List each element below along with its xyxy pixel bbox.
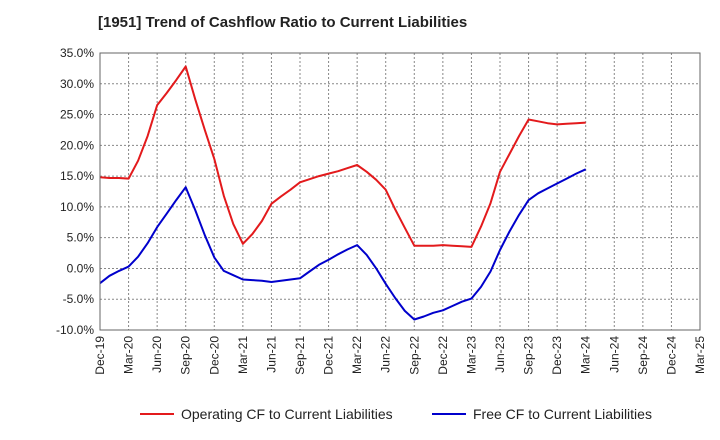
x-tick-label: Sep-21 (293, 336, 307, 375)
x-tick-label: Dec-21 (322, 336, 336, 375)
series-layer (99, 65, 587, 321)
x-tick-label: Dec-22 (436, 336, 450, 375)
x-tick-label: Mar-25 (693, 336, 707, 374)
x-tick-label: Dec-23 (550, 336, 564, 375)
series-line-1 (99, 168, 587, 321)
x-tick-label: Dec-24 (664, 336, 678, 375)
y-tick-label: 0.0% (67, 261, 95, 275)
grid-layer (99, 52, 701, 331)
x-tick-label: Mar-24 (579, 336, 593, 374)
legend-label-0: Operating CF to Current Liabilities (181, 406, 393, 422)
series-line-0 (99, 65, 586, 248)
y-tick-label: -10.0% (56, 323, 94, 337)
y-tick-label: 10.0% (60, 200, 94, 214)
x-tick-label: Jun-23 (493, 336, 507, 373)
plot-frame (99, 52, 701, 331)
y-tick-label: 30.0% (60, 77, 94, 91)
chart-title: [1951] Trend of Cashflow Ratio to Curren… (98, 14, 468, 31)
x-tick-label: Mar-22 (350, 336, 364, 374)
legend: Operating CF to Current Liabilities Free … (140, 406, 652, 422)
x-tick-label: Sep-22 (407, 336, 421, 375)
y-tick-label: 20.0% (60, 138, 94, 152)
x-tick-label: Mar-20 (122, 336, 136, 374)
legend-label-1: Free CF to Current Liabilities (473, 406, 652, 422)
x-tick-label: Sep-23 (522, 336, 536, 375)
x-axis: Dec-19 Mar-20 Jun-20 Sep-20 Dec-20 Mar-21 Jun-… (93, 336, 707, 375)
y-tick-label: 5.0% (67, 231, 95, 245)
x-tick-label: Dec-20 (207, 336, 221, 375)
x-tick-label: Jun-21 (264, 336, 278, 373)
y-tick-label: 25.0% (60, 108, 94, 122)
x-tick-label: Jun-20 (150, 336, 164, 373)
x-tick-label: Mar-23 (464, 336, 478, 374)
x-tick-label: Sep-24 (636, 336, 650, 375)
x-tick-label: Dec-19 (93, 336, 107, 375)
y-tick-label: 35.0% (60, 46, 94, 60)
y-tick-label: 15.0% (60, 169, 94, 183)
x-tick-label: Jun-24 (607, 336, 621, 373)
x-tick-label: Sep-20 (179, 336, 193, 375)
x-tick-label: Mar-21 (236, 336, 250, 374)
x-tick-label: Jun-22 (379, 336, 393, 373)
y-tick-label: -5.0% (63, 292, 95, 306)
y-axis: -10.0% -5.0% 0.0% 5.0% 10.0% 15.0% 20.0% 25.0% 3… (56, 46, 94, 337)
